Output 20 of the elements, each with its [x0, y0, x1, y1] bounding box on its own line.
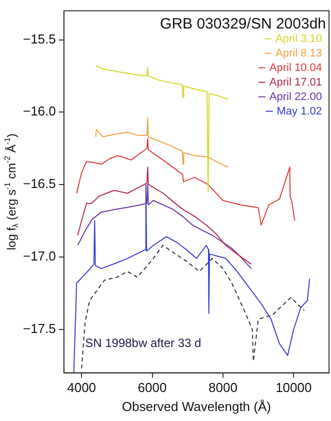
- legend-label: May 1.02: [276, 105, 322, 118]
- line-series: [81, 244, 305, 369]
- y-tick-label: −17.0: [22, 248, 56, 264]
- chart-title: GRB 030329/SN 2003dh: [160, 15, 326, 32]
- legend-label: April 22.00: [269, 90, 322, 103]
- y-tick-label: −17.5: [22, 320, 56, 336]
- x-tick-label: 8000: [208, 380, 238, 396]
- x-tick-label: 10000: [276, 380, 312, 396]
- y-tick-label: −16.5: [22, 176, 56, 192]
- legend-label: April 17.01: [269, 76, 322, 88]
- y-tick-label: −16.0: [22, 104, 56, 119]
- legend-label: April 8.13: [276, 47, 322, 60]
- annotation: SN 1998bw after 33 d: [85, 336, 202, 350]
- x-tick-label: 6000: [138, 380, 167, 396]
- legend-label: April 10.04: [269, 62, 322, 74]
- x-tick-label: 4000: [67, 380, 96, 396]
- x-axis-title: Observed Wavelength (Å): [122, 398, 271, 414]
- legend-label: April 3.10: [276, 32, 322, 45]
- text: log fλ (erg s-1 cm-2 Å-1): [3, 133, 20, 250]
- y-tick-label: −15.5: [22, 31, 56, 46]
